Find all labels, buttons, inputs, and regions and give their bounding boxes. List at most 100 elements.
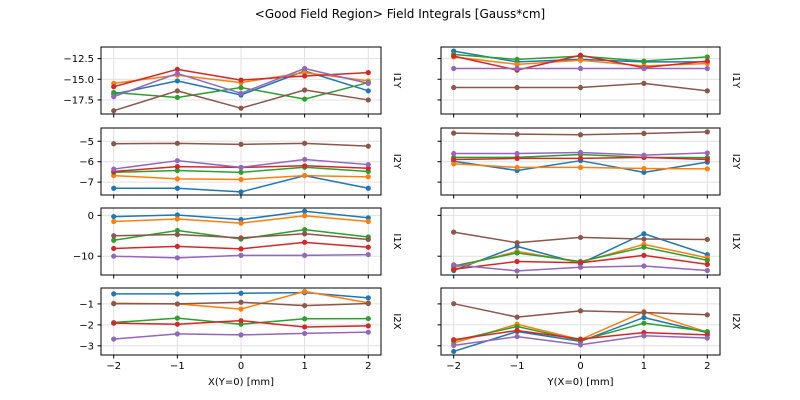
series-brown-marker: [641, 309, 647, 316]
row-label: I1Y: [730, 73, 741, 89]
series-brown-marker: [174, 301, 180, 307]
series-orange-marker: [174, 176, 180, 182]
series-red-marker: [365, 244, 371, 250]
series-brown-marker: [365, 236, 371, 243]
series-purple-marker: [641, 263, 647, 269]
series-red-marker: [577, 336, 584, 342]
series-orange-marker: [302, 172, 308, 179]
series-orange-marker: [514, 61, 520, 67]
series-brown-marker: [174, 140, 180, 146]
series-orange-marker: [577, 57, 584, 63]
series-brown-marker: [641, 130, 647, 137]
series-blue-marker: [174, 212, 180, 218]
series-green-marker: [704, 257, 710, 263]
series-purple-marker: [111, 336, 117, 342]
series-red-marker: [451, 156, 457, 163]
series-green-marker: [302, 227, 308, 233]
series-brown-marker: [111, 301, 117, 307]
series-brown-marker: [238, 235, 244, 241]
series-orange-marker: [174, 216, 180, 222]
series-green-marker: [641, 244, 647, 250]
y-tick-label: −5: [79, 137, 94, 148]
series-brown-marker: [641, 80, 647, 86]
series-brown-marker: [111, 108, 117, 114]
series-red-marker: [174, 164, 180, 170]
series-red-marker: [514, 258, 520, 265]
series-red-marker: [302, 73, 308, 79]
series-red-marker: [174, 66, 180, 72]
series-orange-marker: [238, 220, 244, 226]
series-green-marker: [704, 54, 710, 60]
series-purple-marker: [302, 156, 308, 163]
series-blue-marker: [451, 348, 457, 355]
series-orange-marker: [365, 218, 371, 225]
series-red-marker: [365, 323, 371, 329]
series-purple-marker: [365, 251, 371, 258]
series-purple-marker: [641, 152, 647, 158]
y-tick-label: −1: [79, 299, 94, 310]
series-purple-marker: [704, 267, 710, 274]
x-tick-label: −1: [510, 361, 525, 372]
series-purple-marker: [238, 252, 244, 258]
y-tick-label: −10: [73, 252, 94, 263]
series-green-marker: [111, 89, 117, 96]
series-blue-marker: [365, 185, 371, 191]
series-brown-marker: [238, 299, 244, 305]
series-purple-marker: [451, 150, 457, 157]
series-brown-marker: [238, 141, 244, 147]
series-brown-marker: [641, 236, 647, 242]
row-label: I1X: [730, 233, 741, 249]
series-purple-marker: [174, 158, 180, 164]
series-blue-marker: [238, 290, 244, 296]
series-purple-marker: [577, 65, 584, 72]
series-brown-marker: [514, 131, 520, 137]
series-brown-marker: [577, 234, 584, 241]
series-red-marker: [577, 155, 584, 162]
series-red-marker: [577, 260, 584, 266]
series-red-marker: [174, 243, 180, 250]
series-green-marker: [111, 237, 117, 243]
panel-i1y-vs-x: −12.5 −15.0 −17.5 I1Y: [63, 46, 402, 118]
series-green-marker: [174, 94, 180, 101]
series-blue-marker: [174, 78, 180, 84]
series-blue-marker: [365, 295, 371, 301]
series-red-marker: [514, 155, 520, 162]
series-brown-marker: [451, 130, 457, 136]
series-purple-marker: [365, 329, 371, 335]
series-red-marker: [704, 261, 710, 267]
panel-i2x-vs-x: −2 −1 0 1 2 −1 −2 −3 X(Y=0) [mm] I2X: [79, 287, 402, 388]
series-purple-marker: [451, 342, 457, 348]
series-orange-marker: [641, 165, 647, 172]
series-green-marker: [174, 167, 180, 174]
series-blue-marker: [111, 291, 117, 297]
series-purple-marker: [704, 65, 710, 72]
series-red-marker: [514, 327, 520, 334]
series-purple-marker: [174, 70, 180, 77]
x-tick-label: −2: [106, 361, 121, 372]
series-orange-marker: [111, 218, 117, 225]
series-red-marker: [302, 239, 308, 245]
series-brown-marker: [365, 97, 371, 103]
x-tick-label: 0: [577, 361, 583, 372]
series-purple-marker: [238, 332, 244, 338]
series-green-marker: [238, 321, 244, 327]
series-brown-marker: [174, 88, 180, 94]
series-purple-marker: [302, 330, 308, 337]
series-purple-marker: [302, 65, 308, 72]
y-tick-label: −2: [79, 320, 94, 331]
figure-title: <Good Field Region> Field Integrals [Gau…: [254, 7, 546, 21]
series-purple-marker: [641, 333, 647, 339]
series-blue-marker: [302, 208, 308, 214]
panel-i1x-vs-x: 0 −10 I1X: [73, 207, 402, 279]
series-brown-marker: [514, 240, 520, 246]
series-purple-marker: [514, 65, 520, 72]
series-blue-marker: [111, 213, 117, 220]
series-purple-marker: [174, 255, 180, 261]
series-brown-marker: [577, 308, 584, 314]
series-blue-marker: [174, 185, 180, 191]
y-tick-label: −17.5: [63, 95, 94, 106]
series-brown-marker: [238, 105, 244, 111]
series-purple-marker: [704, 150, 710, 156]
series-green-marker: [365, 315, 371, 322]
y-tick-label: 0: [88, 211, 94, 222]
